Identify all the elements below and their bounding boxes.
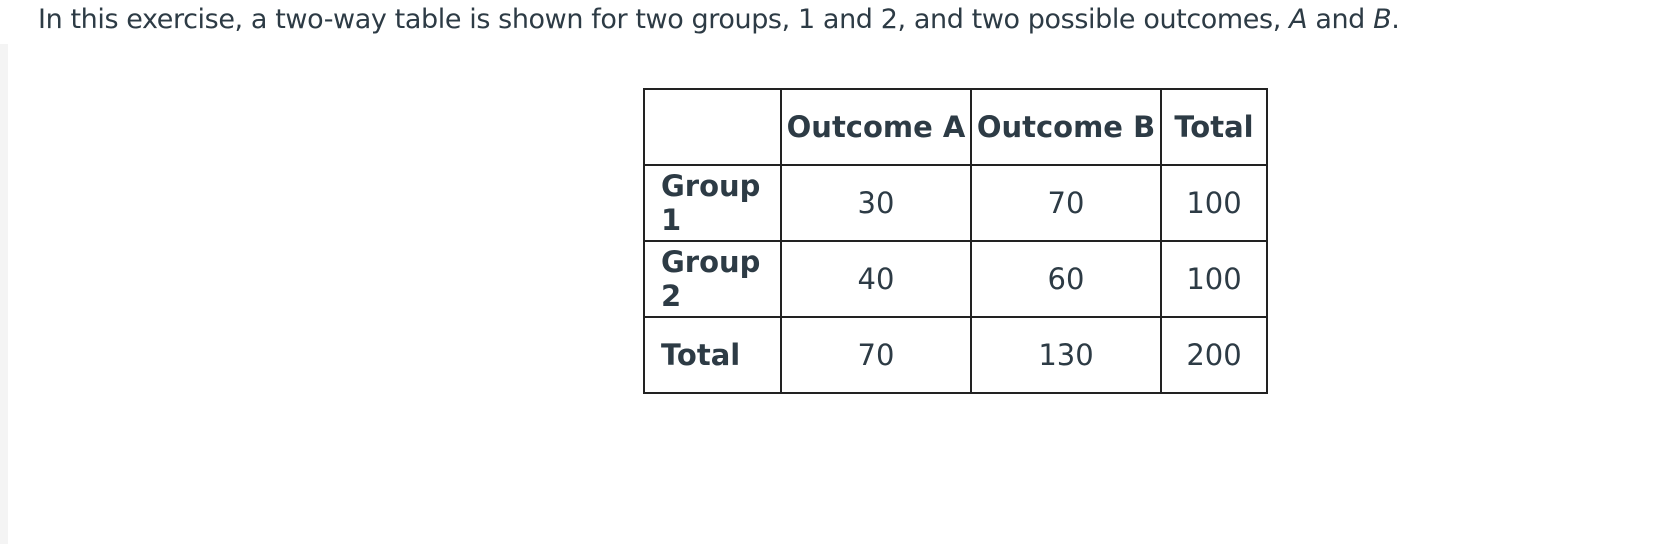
table-cell: 70 — [970, 164, 1162, 242]
intro-part: B — [1373, 4, 1392, 35]
intro-text: In this exercise, a two-way table is sho… — [38, 4, 1400, 35]
corner-cell — [643, 88, 782, 166]
table-cell: 130 — [970, 316, 1162, 394]
two-way-table: Outcome A Outcome B Total Group 1 30 70 100 Gro… — [643, 88, 1268, 394]
intro-part: In this exercise, a two-way table is sho… — [38, 4, 1290, 35]
row-label: Group 1 — [643, 164, 782, 242]
header-row: Outcome A Outcome B Total — [643, 88, 1268, 166]
table-cell: 200 — [1160, 316, 1268, 394]
table-row: Group 2 40 60 100 — [643, 240, 1268, 318]
header-cell: Outcome B — [970, 88, 1162, 166]
intro-part: A — [1289, 4, 1308, 35]
table-row: Total 70 130 200 — [643, 316, 1268, 394]
header-cell: Outcome A — [780, 88, 972, 166]
table-cell: 100 — [1160, 240, 1268, 318]
table-cell: 40 — [780, 240, 972, 318]
row-label: Total — [643, 316, 782, 394]
table-cell: 70 — [780, 316, 972, 394]
table-row: Group 1 30 70 100 — [643, 164, 1268, 242]
header-cell: Total — [1160, 88, 1268, 166]
intro-part: and — [1307, 4, 1374, 35]
row-label: Group 2 — [643, 240, 782, 318]
table-cell: 100 — [1160, 164, 1268, 242]
table-cell: 60 — [970, 240, 1162, 318]
table-cell: 30 — [780, 164, 972, 242]
intro-part: . — [1391, 4, 1400, 35]
side-strip — [0, 44, 8, 544]
